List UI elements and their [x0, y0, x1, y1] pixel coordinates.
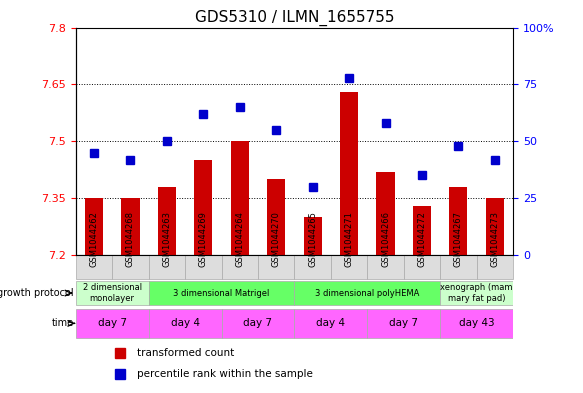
Text: 2 dimensional
monolayer: 2 dimensional monolayer [83, 283, 142, 303]
Bar [304, 217, 322, 255]
Bar [294, 309, 367, 338]
FancyBboxPatch shape [149, 255, 185, 279]
Bar [231, 141, 249, 255]
Text: 3 dimensional polyHEMA: 3 dimensional polyHEMA [315, 288, 420, 298]
Text: GSM1044273: GSM1044273 [490, 211, 499, 267]
Bar [194, 160, 212, 255]
Text: day 7: day 7 [98, 318, 127, 329]
Bar [222, 309, 294, 338]
Text: GSM1044264: GSM1044264 [236, 211, 244, 267]
Text: GSM1044269: GSM1044269 [199, 211, 208, 267]
FancyBboxPatch shape [112, 255, 149, 279]
FancyBboxPatch shape [440, 255, 476, 279]
FancyBboxPatch shape [403, 255, 440, 279]
FancyBboxPatch shape [76, 255, 112, 279]
Bar [340, 92, 358, 255]
Bar [367, 309, 440, 338]
Text: xenograph (mam
mary fat pad): xenograph (mam mary fat pad) [440, 283, 513, 303]
Text: time: time [52, 318, 74, 329]
FancyBboxPatch shape [222, 255, 258, 279]
Text: GSM1044265: GSM1044265 [308, 211, 317, 267]
FancyBboxPatch shape [476, 255, 513, 279]
Text: GSM1044272: GSM1044272 [417, 211, 426, 267]
Text: GSM1044270: GSM1044270 [272, 211, 280, 267]
Text: 3 dimensional Matrigel: 3 dimensional Matrigel [173, 288, 270, 298]
Bar [121, 198, 139, 255]
Text: GSM1044268: GSM1044268 [126, 211, 135, 267]
Bar [76, 281, 149, 305]
FancyBboxPatch shape [367, 255, 403, 279]
Bar [486, 198, 504, 255]
Text: day 4: day 4 [171, 318, 199, 329]
Text: GSM1044266: GSM1044266 [381, 211, 390, 267]
FancyBboxPatch shape [331, 255, 367, 279]
Bar [449, 187, 468, 255]
Bar [76, 309, 149, 338]
Text: day 7: day 7 [389, 318, 418, 329]
Title: GDS5310 / ILMN_1655755: GDS5310 / ILMN_1655755 [195, 10, 394, 26]
Text: day 7: day 7 [244, 318, 272, 329]
Text: transformed count: transformed count [137, 348, 234, 358]
FancyBboxPatch shape [258, 255, 294, 279]
Text: day 4: day 4 [317, 318, 345, 329]
Bar [85, 198, 103, 255]
Text: GSM1044262: GSM1044262 [90, 211, 99, 267]
Bar [149, 309, 222, 338]
Text: GSM1044267: GSM1044267 [454, 211, 463, 267]
Text: day 43: day 43 [459, 318, 494, 329]
FancyBboxPatch shape [294, 255, 331, 279]
Bar [413, 206, 431, 255]
Bar [158, 187, 176, 255]
Bar [440, 309, 513, 338]
Text: GSM1044271: GSM1044271 [345, 211, 353, 267]
Bar [294, 281, 440, 305]
Bar [267, 179, 285, 255]
Bar [440, 281, 513, 305]
Bar [377, 172, 395, 255]
FancyBboxPatch shape [185, 255, 222, 279]
Text: percentile rank within the sample: percentile rank within the sample [137, 369, 313, 379]
Text: GSM1044263: GSM1044263 [163, 211, 171, 267]
Text: growth protocol: growth protocol [0, 288, 74, 298]
Bar [149, 281, 294, 305]
